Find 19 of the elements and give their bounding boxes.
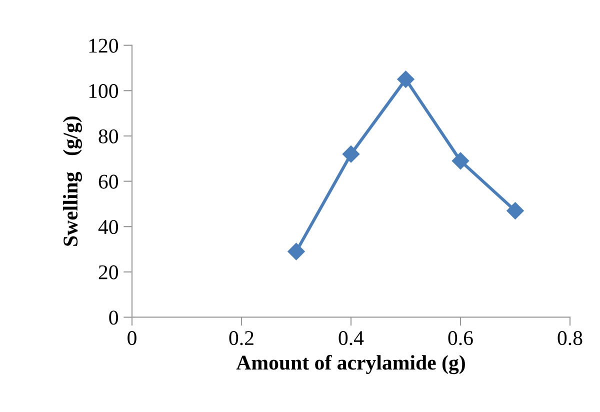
x-tick-label: 0 [128,331,136,346]
y-tick-label: 40 [98,220,118,234]
y-tick-label: 120 [89,38,118,53]
y-tick-label: 60 [98,174,118,189]
point [397,70,414,88]
point [506,202,524,220]
y-tick-label: 0 [109,310,118,325]
x-tick-label: 0.8 [558,331,582,346]
point [342,146,360,163]
x-tick-label: 0.6 [448,331,473,346]
x-tick-label: 0.2 [229,331,254,346]
x-axis-title: Amount of acrylamide (g) [236,354,465,374]
y-tick-label: 80 [98,129,118,144]
y-tick-label: 100 [89,84,118,98]
point [452,152,470,170]
y-axis-title: Swelling (g/g) [62,116,82,246]
x-tick-label: 0.4 [338,331,364,346]
point [288,242,305,260]
y-tick-label: 20 [98,265,118,280]
